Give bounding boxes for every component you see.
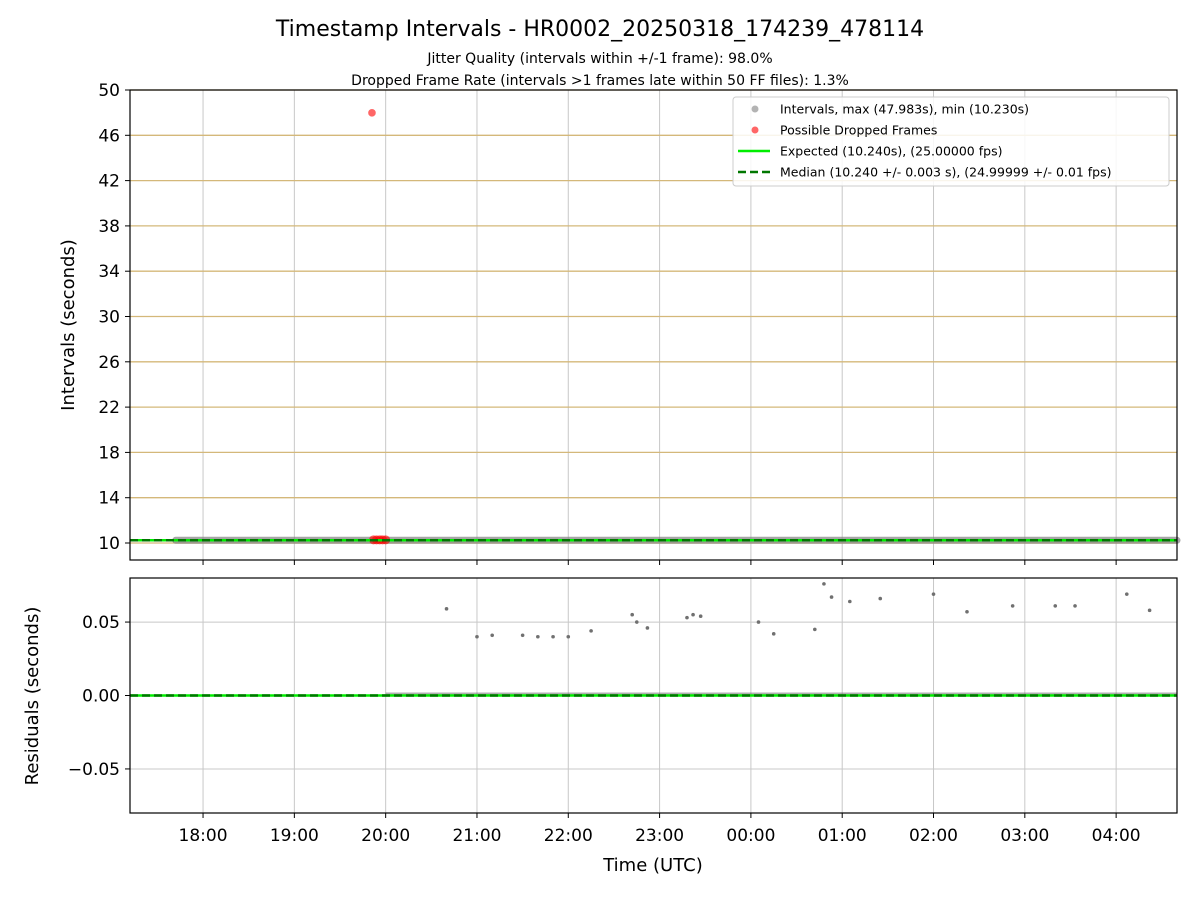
top-y-tick-label-26: 26 [98,353,120,373]
top-y-tick-label-10: 10 [98,534,120,554]
residual-point [589,629,593,633]
chart-subtitle-jitter: Jitter Quality (intervals within +/-1 fr… [426,51,772,67]
residual-point [1124,592,1129,596]
top-y-tick-label-50: 50 [98,81,120,101]
top-y-tick-label-18: 18 [98,443,120,463]
top-y-tick-label-46: 46 [98,126,120,146]
residual-point [634,620,639,624]
x-tick-label-18-00: 18:00 [179,826,228,846]
residual-point [829,595,834,599]
x-tick-label-21-00: 21:00 [452,826,501,846]
legend-dropped-label: Possible Dropped Frames [780,123,937,138]
residual-point [566,634,571,639]
top-axes-frame [129,89,1178,561]
residual-point [965,609,969,614]
legend-intervals-label: Intervals, max (47.983s), min (10.230s) [780,102,1029,117]
legend-median-label: Median (10.240 +/- 0.003 s), (24.99999 +… [780,165,1111,180]
residual-point [771,632,776,636]
residual-point [813,627,817,632]
dropped-frame-point [368,109,376,117]
legend: Intervals, max (47.983s), min (10.230s) … [732,96,1170,187]
top-x-ticks [202,560,1117,565]
top-y-tick-label-38: 38 [98,217,120,237]
residual-point [756,620,761,624]
residual-point [822,582,826,586]
residual-point [520,633,525,638]
residual-point [1147,608,1152,613]
bottom-y-tick-label-0-05: 0.05 [82,613,120,633]
x-axis-label: Time (UTC) [602,855,703,876]
residual-point [444,607,449,611]
residual-point [551,634,555,639]
residual-point [1010,604,1015,608]
bottom-y-axis: −0.05 0.00 0.05 [68,613,130,780]
bottom-y-tick-label-0-05: −0.05 [68,760,120,780]
x-axis: 18:00 19:00 20:00 21:00 22:00 23:00 00:00 01:00… [179,813,1141,846]
x-tick-label-00-00: 00:00 [726,826,775,846]
x-tick-label-23-00: 23:00 [635,826,684,846]
x-tick-label-03-00: 03:00 [1000,826,1049,846]
x-tick-label-01-00: 01:00 [818,826,867,846]
top-y-axis-label: Intervals (seconds) [58,239,79,411]
top-y-tick-label-30: 30 [98,308,120,328]
residual-point [698,614,703,618]
residual-point [931,592,936,596]
x-tick-label-04-00: 04:00 [1092,826,1141,846]
legend-expected-label: Expected (10.240s), (25.00000 fps) [780,144,1002,159]
legend-intervals-marker [751,105,759,113]
residual-point [1053,604,1058,608]
x-tick-label-19-00: 19:00 [270,826,319,846]
top-y-tick-label-14: 14 [98,489,120,509]
residual-point [848,599,852,604]
residual-point [475,634,479,639]
top-y-tick-label-34: 34 [98,262,120,282]
residual-point [1073,604,1077,608]
x-tick-label-02-00: 02:00 [909,826,958,846]
residual-point [630,612,634,617]
top-plot-area [130,109,1181,545]
legend-box [732,96,1170,187]
residual-point [536,634,540,639]
residual-point [878,596,883,601]
top-y-tick-label-22: 22 [98,398,120,418]
residual-point [685,615,689,620]
legend-dropped-marker [751,126,759,134]
residual-point [691,612,695,617]
bottom-plot-area [130,582,1177,697]
chart-subtitle-dropped: Dropped Frame Rate (intervals >1 frames … [351,73,849,89]
bottom-y-axis-label: Residuals (seconds) [22,607,43,786]
residual-point [645,626,650,630]
bottom-y-tick-label-0: 0.00 [82,687,120,707]
top-y-axis: 10 14 18 22 26 30 34 38 42 46 50 [98,81,130,554]
chart-title: Timestamp Intervals - HR0002_20250318_17… [275,17,924,42]
x-tick-label-22-00: 22:00 [544,826,593,846]
x-tick-label-20-00: 20:00 [361,826,410,846]
residual-point [490,633,494,638]
top-y-tick-label-42: 42 [98,172,120,192]
